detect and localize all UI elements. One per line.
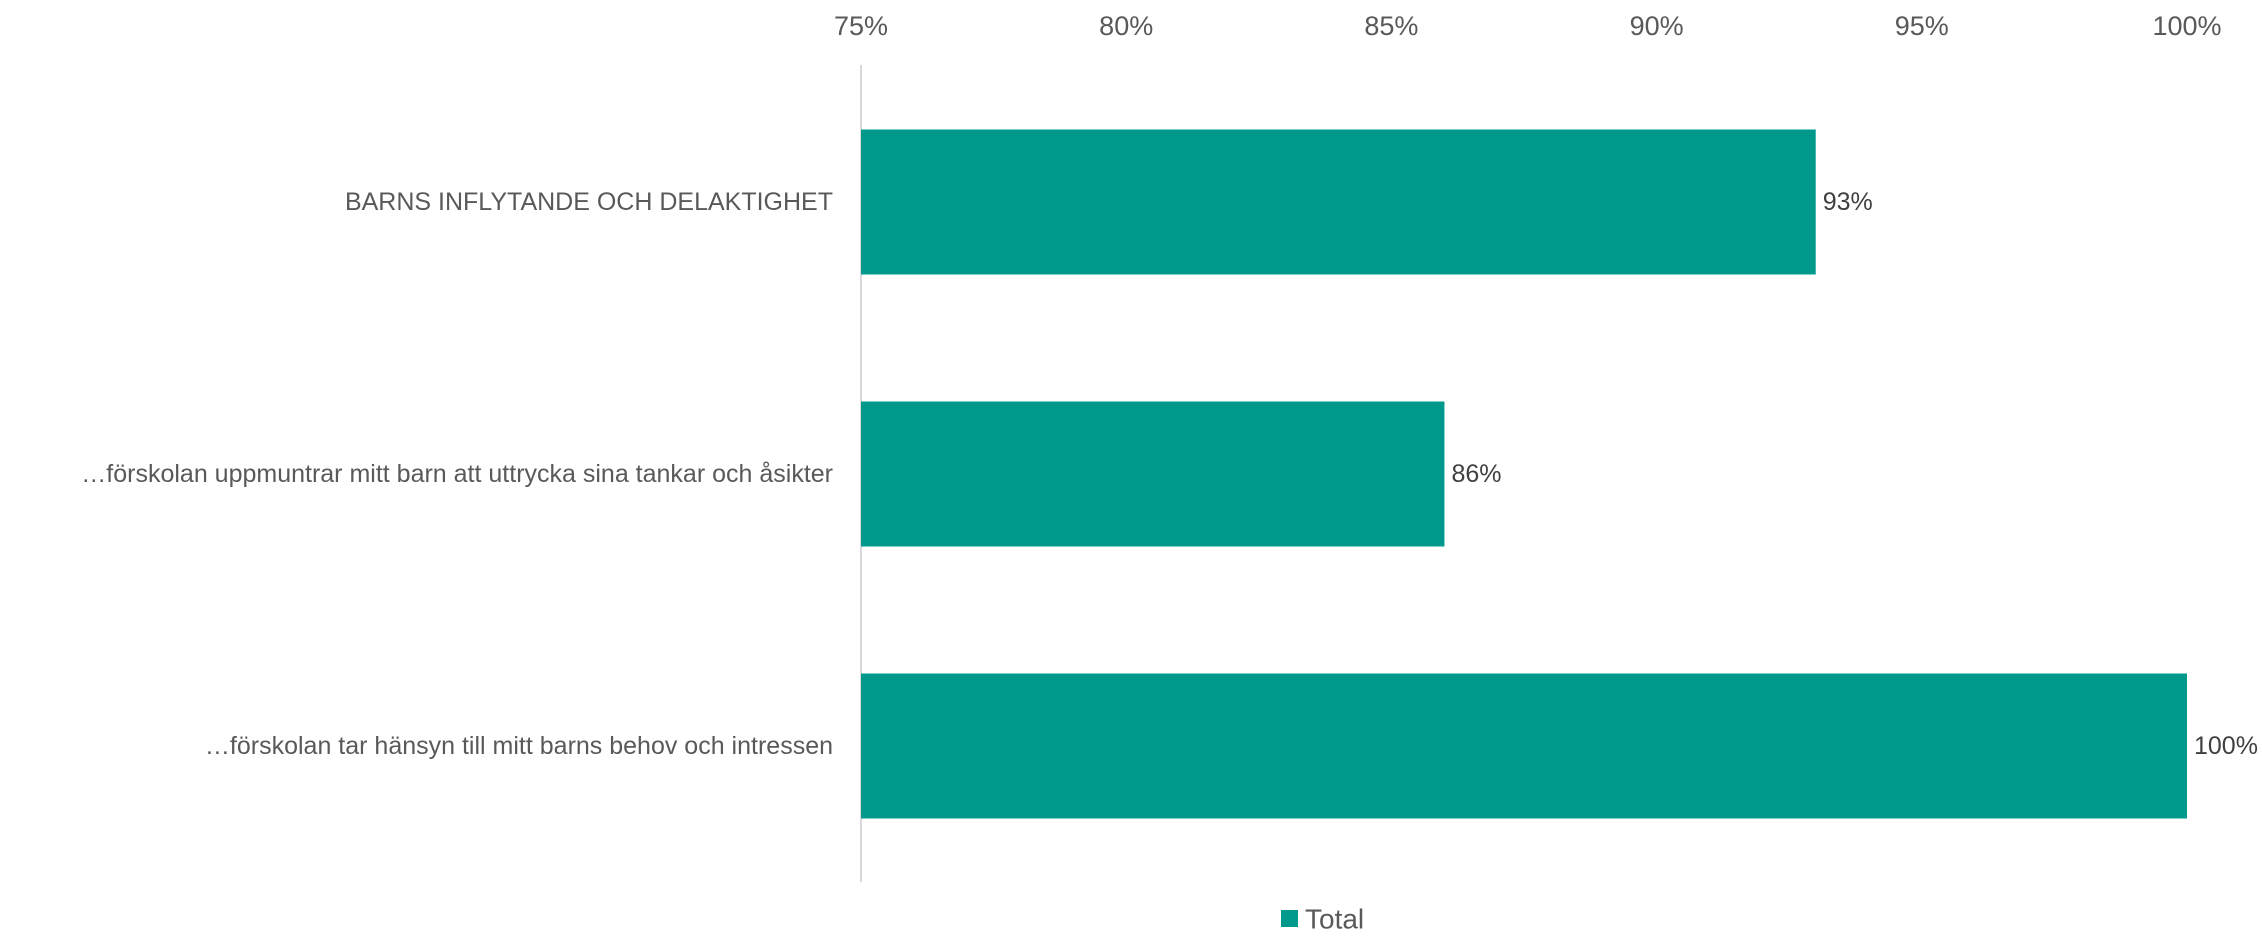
bar (861, 129, 1816, 275)
x-tick-label: 75% (834, 11, 888, 41)
x-tick-label: 95% (1895, 11, 1949, 41)
category-labels: BARNS INFLYTANDE OCH DELAKTIGHET …förskol… (81, 188, 833, 760)
bar (861, 401, 1445, 547)
category-label: …förskolan tar hänsyn till mitt barns be… (205, 732, 833, 760)
category-label: …förskolan uppmuntrar mitt barn att uttr… (81, 460, 833, 488)
data-label: 100% (2194, 732, 2258, 760)
data-label: 93% (1823, 188, 1873, 216)
category-label: BARNS INFLYTANDE OCH DELAKTIGHET (345, 188, 833, 216)
legend-label: Total (1305, 904, 1364, 932)
x-tick-label: 85% (1364, 11, 1418, 41)
x-tick-label: 90% (1630, 11, 1684, 41)
bar (861, 673, 2187, 819)
x-tick-label: 100% (2152, 11, 2221, 41)
data-label: 86% (1451, 460, 1501, 488)
legend-swatch (1281, 910, 1298, 927)
legend: Total (1281, 904, 1364, 935)
data-labels: 93% 86% 100% (1451, 188, 2258, 760)
bars (861, 129, 2187, 819)
x-tick-label: 80% (1099, 11, 1153, 41)
x-axis-ticks: 75% 80% 85% 90% 95% 100% (834, 11, 2222, 41)
